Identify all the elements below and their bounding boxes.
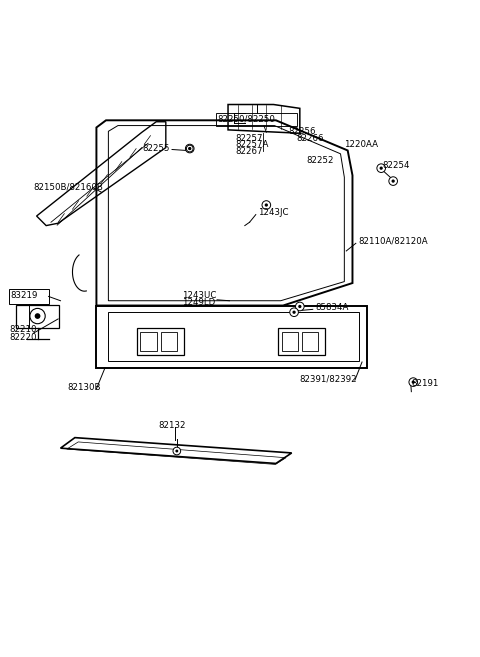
Bar: [278, 328, 325, 355]
Text: 82191: 82191: [411, 378, 439, 388]
Circle shape: [35, 313, 40, 319]
Text: 85834A: 85834A: [316, 304, 349, 313]
Circle shape: [186, 145, 193, 152]
Text: 82220: 82220: [9, 332, 37, 342]
Bar: [9, 289, 48, 304]
Circle shape: [264, 204, 268, 207]
Text: 82130B: 82130B: [68, 383, 101, 392]
Text: 82252: 82252: [306, 156, 334, 164]
Text: 82132: 82132: [158, 420, 186, 430]
Text: 82257: 82257: [235, 133, 263, 143]
Circle shape: [392, 179, 395, 183]
Text: 83219: 83219: [10, 292, 37, 300]
Circle shape: [377, 164, 385, 173]
Text: 82256: 82256: [289, 127, 316, 136]
Circle shape: [185, 145, 194, 153]
Circle shape: [412, 380, 415, 384]
Text: 82250/82250: 82250/82250: [217, 115, 275, 124]
Circle shape: [389, 177, 397, 185]
Bar: [16, 305, 59, 328]
Text: 1243JC: 1243JC: [258, 208, 288, 217]
Circle shape: [175, 449, 178, 453]
Circle shape: [173, 447, 180, 455]
Circle shape: [262, 200, 271, 210]
Text: 82255: 82255: [142, 144, 169, 152]
Bar: [302, 332, 319, 351]
Bar: [160, 332, 177, 351]
Circle shape: [292, 311, 296, 314]
Bar: [216, 113, 298, 125]
Circle shape: [380, 166, 383, 170]
Circle shape: [298, 305, 301, 308]
Text: 82391/82392: 82391/82392: [300, 374, 358, 383]
Text: 1220AA: 1220AA: [344, 140, 378, 149]
Text: 1249LD: 1249LD: [181, 298, 215, 307]
Text: 82266: 82266: [297, 133, 324, 143]
Circle shape: [189, 147, 191, 150]
Circle shape: [409, 378, 418, 386]
Text: 1243UC: 1243UC: [181, 292, 216, 300]
Circle shape: [296, 302, 304, 311]
Circle shape: [290, 308, 299, 317]
Text: 82267: 82267: [235, 147, 263, 156]
Text: 82254: 82254: [383, 161, 410, 170]
Text: 82257A: 82257A: [235, 140, 269, 149]
Text: 82150B/82160B: 82150B/82160B: [33, 183, 103, 191]
Bar: [282, 332, 299, 351]
Bar: [141, 332, 157, 351]
Text: 82210: 82210: [9, 325, 37, 334]
Circle shape: [188, 147, 192, 150]
Text: 82110A/82120A: 82110A/82120A: [359, 237, 428, 246]
Bar: [137, 328, 184, 355]
